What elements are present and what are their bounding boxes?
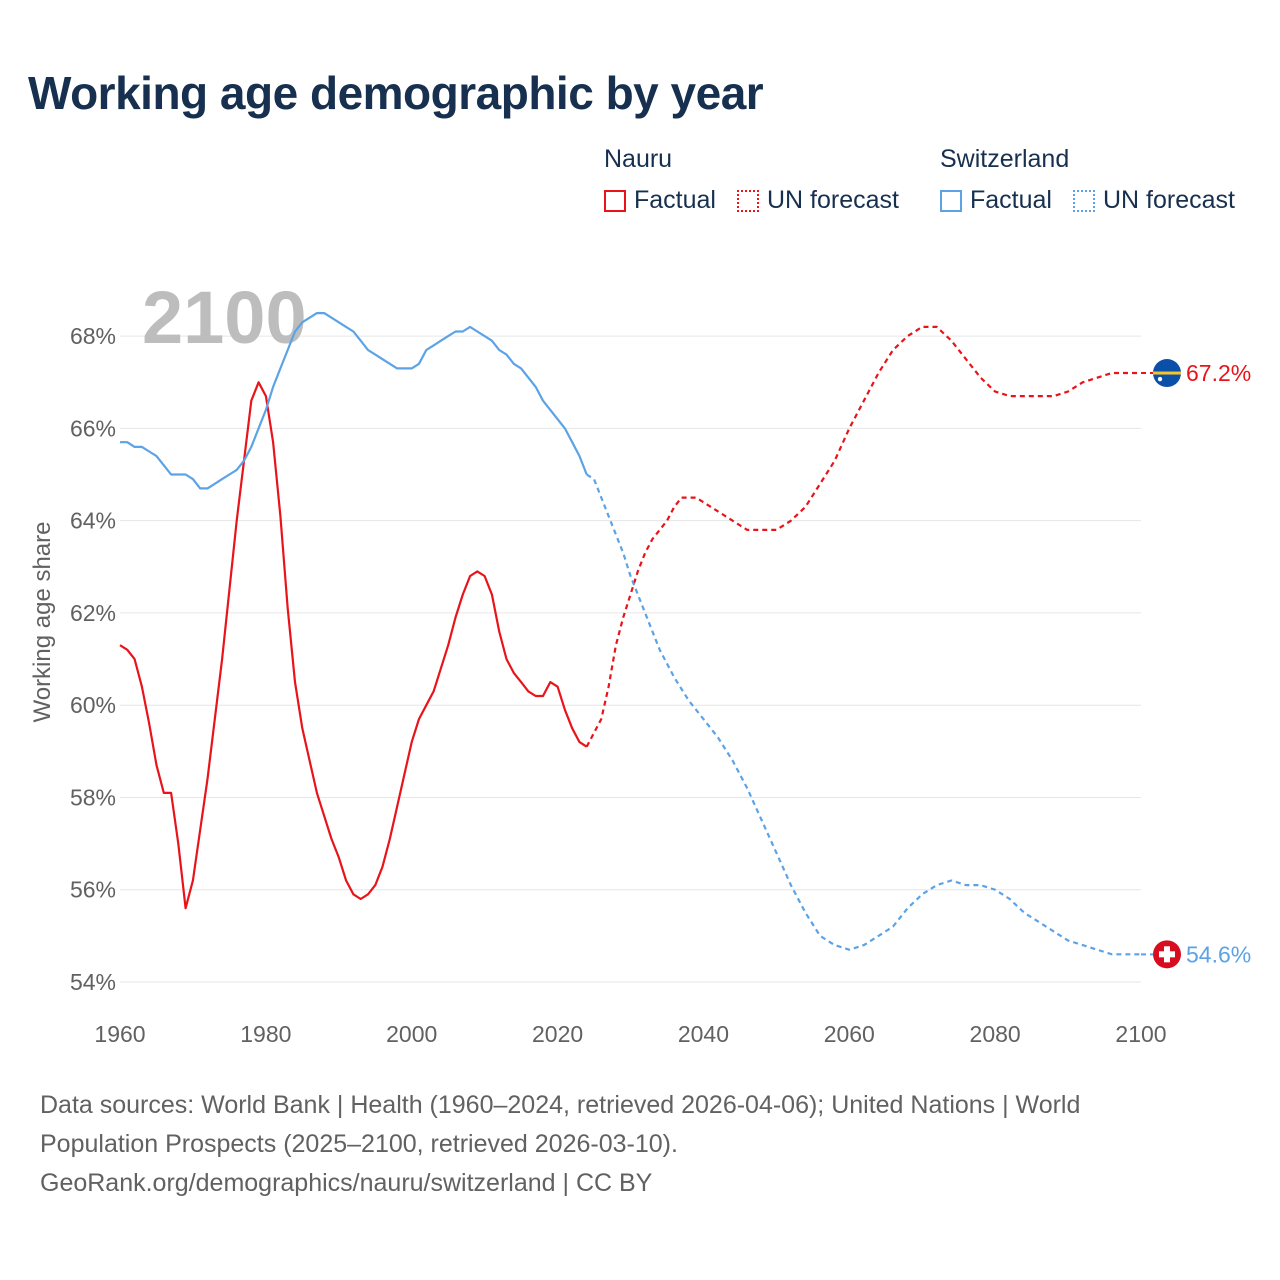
series-line-nauru-factual: [119, 381, 588, 910]
end-markers: 67.2% 54.6%: [1141, 359, 1251, 969]
legend-group-nauru: Nauru: [604, 145, 673, 173]
grid-lines: [120, 335, 1141, 983]
y-tick-label: 58%: [70, 784, 116, 810]
legend-item-nauru-forecast[interactable]: UN forecast: [737, 186, 899, 215]
legend-swatch-solid: [940, 189, 962, 212]
x-tick-label: 2040: [678, 1021, 729, 1047]
x-tick-label: 2020: [532, 1021, 583, 1047]
swiss-cross-horizontal: [1159, 951, 1175, 958]
legend-swatch-solid: [604, 189, 626, 212]
y-tick-label: 66%: [70, 415, 116, 441]
nauru-flag-stripe: [1153, 371, 1181, 375]
y-tick-label: 64%: [70, 508, 116, 534]
end-value-label: 67.2%: [1186, 360, 1251, 386]
y-tick-label: 68%: [70, 323, 116, 349]
switzerland-flag: [1153, 940, 1181, 969]
y-axis-ticks: 54% 56% 58% 60% 62% 64% 66% 68%: [70, 323, 116, 995]
legend-label: Factual: [634, 186, 716, 214]
series-line-nauru-forecast: [585, 325, 1141, 748]
x-tick-label: 1960: [94, 1021, 145, 1047]
legend-label: UN forecast: [767, 186, 899, 214]
series-line-switzerland-factual: [120, 312, 588, 490]
x-tick-label: 2080: [970, 1021, 1021, 1047]
x-tick-label: 2060: [824, 1021, 875, 1047]
x-tick-label: 2100: [1115, 1021, 1166, 1047]
legend-item-switzerland-forecast[interactable]: UN forecast: [1073, 186, 1235, 215]
legend-swatch-dotted: [1073, 189, 1095, 212]
x-axis-ticks: 1960 1980 2000 2020 2040 2060 2080 2100: [94, 1021, 1166, 1047]
legend-item-switzerland-factual[interactable]: Factual: [940, 186, 1052, 215]
legend-label: UN forecast: [1103, 186, 1235, 214]
y-tick-label: 56%: [70, 877, 116, 903]
legend-item-nauru-factual[interactable]: Factual: [604, 186, 716, 215]
y-axis-label: Working age share: [29, 522, 56, 723]
nauru-flag: [1153, 359, 1181, 388]
x-tick-label: 2000: [386, 1021, 437, 1047]
legend-swatch-dotted: [737, 189, 759, 212]
y-tick-label: 62%: [70, 600, 116, 626]
source-line-1: Data sources: World Bank | Health (1960–…: [40, 1091, 1081, 1119]
source-link[interactable]: GeoRank.org/demographics/nauru/switzerla…: [40, 1169, 653, 1197]
year-watermark: 2100: [142, 276, 307, 359]
nauru-flag-star: [1157, 376, 1163, 382]
y-tick-label: 60%: [70, 692, 116, 718]
legend-group-switzerland: Switzerland: [940, 145, 1070, 173]
chart-title: Working age demographic by year: [28, 67, 764, 119]
series-lines: [119, 312, 1141, 956]
x-tick-label: 1980: [240, 1021, 291, 1047]
source-line-2: Population Prospects (2025–2100, retriev…: [40, 1130, 678, 1158]
end-value-label: 54.6%: [1186, 941, 1251, 967]
series-line-switzerland-forecast: [586, 473, 1141, 956]
legend-label: Factual: [970, 186, 1052, 214]
y-tick-label: 54%: [70, 969, 116, 995]
